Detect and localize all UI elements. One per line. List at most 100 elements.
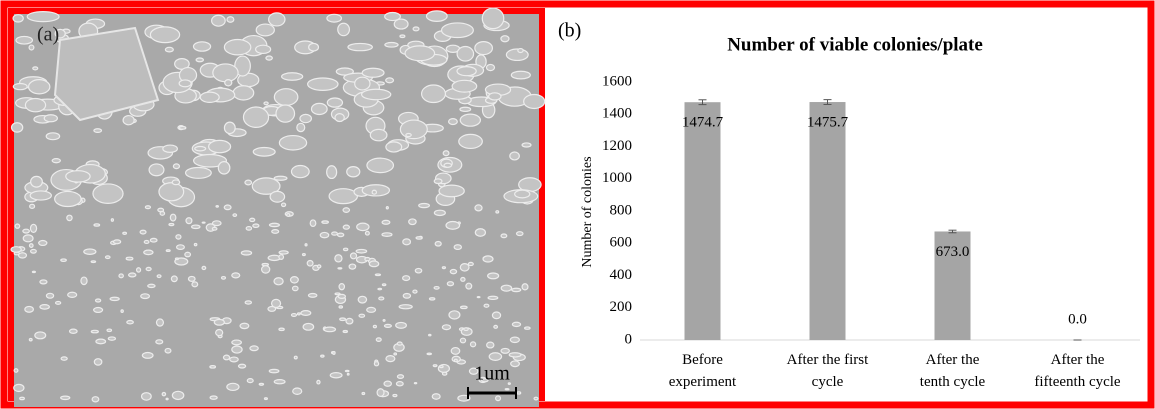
particle bbox=[293, 286, 299, 291]
particle bbox=[384, 381, 391, 386]
particle bbox=[369, 261, 378, 267]
particle bbox=[311, 103, 327, 114]
particle bbox=[327, 14, 342, 22]
particle bbox=[385, 42, 398, 47]
particle bbox=[192, 225, 200, 228]
particle bbox=[33, 67, 38, 70]
particle bbox=[454, 359, 457, 361]
particle bbox=[240, 323, 249, 328]
particle bbox=[475, 205, 482, 211]
particle bbox=[375, 274, 380, 276]
particle bbox=[414, 383, 416, 384]
particle bbox=[399, 305, 412, 309]
particle bbox=[56, 301, 61, 304]
particle bbox=[475, 229, 485, 236]
particle bbox=[14, 369, 18, 373]
particle bbox=[230, 357, 238, 362]
particle bbox=[123, 232, 127, 234]
particle bbox=[144, 240, 149, 243]
particle bbox=[487, 342, 494, 348]
particle bbox=[13, 83, 27, 89]
particle bbox=[322, 221, 329, 223]
particle bbox=[94, 224, 100, 226]
particle bbox=[510, 152, 520, 160]
particle bbox=[20, 397, 25, 399]
particle bbox=[224, 122, 235, 133]
particle bbox=[409, 219, 416, 225]
particle bbox=[137, 268, 141, 272]
particle bbox=[496, 396, 501, 401]
particle bbox=[511, 361, 520, 367]
particle bbox=[245, 301, 251, 304]
particle bbox=[461, 306, 468, 308]
particle bbox=[146, 267, 151, 270]
particle bbox=[303, 323, 313, 330]
particle bbox=[376, 338, 381, 341]
particle bbox=[525, 327, 530, 329]
particle bbox=[279, 136, 306, 150]
particle bbox=[68, 292, 77, 297]
particle bbox=[123, 116, 134, 125]
particle bbox=[171, 276, 177, 282]
particle bbox=[454, 245, 461, 250]
particle bbox=[452, 80, 477, 92]
particle bbox=[91, 261, 95, 263]
particle bbox=[346, 318, 353, 324]
particle bbox=[327, 98, 342, 107]
particle bbox=[93, 184, 123, 203]
page: {"image_panel": {"label": "(a)", "scale_… bbox=[0, 0, 1155, 409]
particle bbox=[188, 276, 195, 281]
particle bbox=[29, 45, 34, 50]
particle bbox=[148, 284, 155, 287]
particle bbox=[157, 275, 161, 278]
particle bbox=[214, 319, 224, 325]
particle bbox=[433, 365, 437, 367]
particle bbox=[13, 15, 23, 22]
particle bbox=[488, 273, 499, 279]
particle bbox=[227, 383, 239, 390]
particle bbox=[232, 273, 240, 278]
particle bbox=[442, 23, 474, 38]
particle bbox=[317, 265, 320, 268]
value-label: 0.0 bbox=[1068, 311, 1087, 327]
particle bbox=[35, 332, 46, 339]
y-tick-label: 800 bbox=[610, 202, 633, 218]
particle bbox=[107, 329, 111, 331]
particle bbox=[238, 364, 245, 368]
particle bbox=[400, 35, 405, 38]
particle bbox=[274, 176, 287, 180]
particle bbox=[294, 356, 297, 359]
particle bbox=[321, 355, 324, 357]
particle bbox=[256, 24, 274, 36]
particle bbox=[512, 322, 520, 326]
particle bbox=[177, 245, 185, 250]
particle bbox=[393, 394, 397, 396]
particle bbox=[347, 167, 360, 177]
particle bbox=[210, 396, 217, 399]
particle bbox=[494, 325, 498, 328]
particle bbox=[434, 287, 439, 290]
particle bbox=[512, 288, 521, 291]
particle bbox=[338, 294, 345, 298]
particle bbox=[213, 64, 238, 82]
particle bbox=[172, 391, 183, 399]
particle bbox=[372, 190, 376, 194]
particle bbox=[488, 296, 498, 299]
particle bbox=[193, 42, 210, 51]
particle bbox=[210, 366, 216, 368]
particle bbox=[145, 206, 150, 209]
particle bbox=[202, 266, 206, 269]
particle bbox=[517, 392, 521, 394]
particle bbox=[218, 162, 230, 174]
particle bbox=[179, 127, 186, 130]
particle bbox=[162, 393, 165, 396]
particle bbox=[194, 244, 197, 246]
particle bbox=[394, 19, 408, 29]
particle bbox=[518, 49, 523, 53]
particle bbox=[202, 222, 205, 223]
x-tick-label: After the fifteenth cycle bbox=[1013, 349, 1143, 393]
particle bbox=[439, 185, 464, 197]
particle bbox=[96, 299, 101, 302]
particle bbox=[14, 384, 24, 391]
particle bbox=[475, 42, 493, 55]
